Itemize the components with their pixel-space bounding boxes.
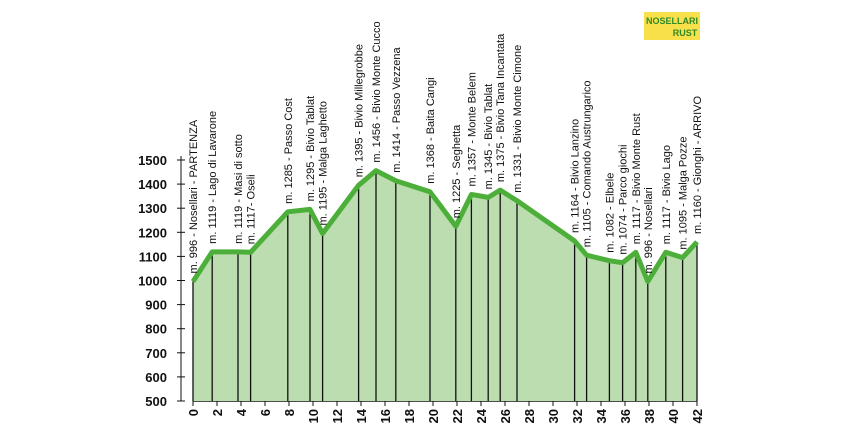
point-label: m. 1368 - Baita Cangi [425,77,437,183]
logo-text: RUST [673,28,698,38]
point-label: m. 1117 - Bivio Lago [661,145,673,244]
point-label: m. 1357 - Monte Belem [466,72,478,186]
x-tick-label: 10 [306,409,321,423]
point-label: m. 1225 - Seghetta [451,124,463,218]
point-label: m. 1375 - Bivio Tana Incantata [495,33,507,182]
x-tick-label: 26 [498,409,513,423]
x-tick-label: 18 [402,409,417,423]
point-label: m. 1331 - Bivio Monte Cimone [512,45,524,193]
x-tick-label: 8 [282,409,297,416]
y-tick-label: 500 [145,394,167,409]
y-tick-label: 1200 [138,225,167,240]
x-tick-label: 24 [474,408,489,423]
logo-text: NOSELLARI [646,16,698,26]
x-tick-label: 32 [570,409,585,423]
x-tick-label: 36 [618,409,633,423]
x-tick-label: 16 [378,409,393,423]
point-label: m. 1105 - Comando Austrungarico [582,80,594,247]
y-tick-label: 600 [145,370,167,385]
point-label: m. 1285 - Passo Cost [283,98,295,204]
point-label: m. 1119 - Masi di sotto [233,134,245,244]
y-tick-label: 800 [145,322,167,337]
y-tick-label: 700 [145,346,167,361]
x-tick-label: 28 [522,409,537,423]
y-tick-label: 1500 [138,153,167,168]
x-tick-label: 2 [210,409,225,416]
y-tick-label: 1100 [139,249,167,264]
x-tick-label: 30 [546,409,561,423]
profile-line [190,168,699,284]
point-label: m. 1345 - Bivio Tablat [483,84,495,190]
point-label: m. 1095 - Malga Pozze [678,136,690,249]
point-label: m. 1195 - Malga Laghetto [318,101,330,226]
point-label: m. 996 - Nosellari [643,187,655,273]
point-label: m. 1395 - Bivio Millegrobbe [354,44,366,177]
x-tick-label: 34 [594,408,609,423]
x-tick-label: 20 [426,409,441,423]
point-label: m. 1117- Oseli [246,174,258,244]
x-tick-label: 40 [666,409,681,423]
y-tick-label: 900 [145,298,167,313]
point-label: m. 1119 - Lago di Lavarone [207,111,219,244]
x-tick-label: 4 [234,408,249,416]
x-tick-label: 12 [330,409,345,423]
point-label: m. 1160 - Gionghi - ARRIVO [692,96,704,234]
point-label: m. 1117 - Bivio Monte Rust [631,113,643,244]
x-tick-label: 0 [186,409,201,416]
logo: NOSELLARI RUST [644,12,700,40]
point-label: m. 1164 - Bivio Lanzino [570,119,582,233]
x-tick-label: 42 [690,409,705,423]
x-tick-label: 38 [642,409,657,423]
point-label: m. 1456 - Bivio Monte Cucco [371,21,383,162]
x-tick-label: 14 [354,408,369,423]
y-tick-label: 1400 [138,177,167,192]
y-tick-label: 1000 [138,274,167,289]
logo-bg [644,12,700,40]
point-label: m. 1414 - Passo Vezzena [391,46,403,172]
x-tick-label: 6 [258,409,273,416]
point-label: m. 996 - Nosellari - PARTENZA [188,119,200,273]
x-tick-label: 22 [450,409,465,423]
y-tick-label: 1300 [138,201,167,216]
point-label: m. 1082 - Elbele [604,173,616,253]
point-label: m. 1295 - Bivio Tablat [305,96,317,202]
point-label: m. 1074 - Parco giochi [618,145,630,255]
